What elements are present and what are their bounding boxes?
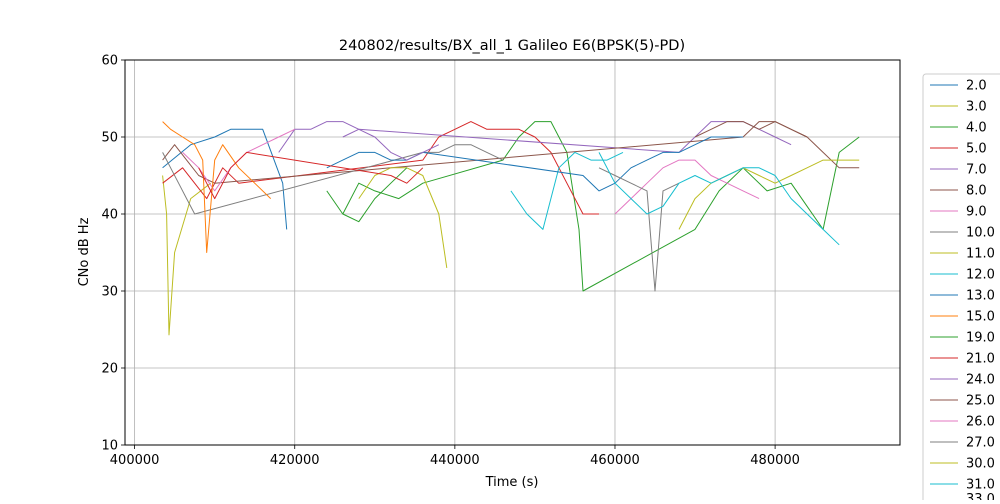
series-line xyxy=(678,159,860,230)
legend-label: 7.0 xyxy=(966,163,987,178)
legend-label: 5.0 xyxy=(966,142,987,157)
series-line xyxy=(510,151,624,230)
legend-label: 10.0 xyxy=(966,226,995,241)
y-axis-ticks: 10 20 30 40 50 60 xyxy=(101,54,125,454)
legend-label: 24.0 xyxy=(966,373,995,388)
series-line xyxy=(694,121,808,138)
legend-label: 31.0 xyxy=(966,478,995,493)
y-tick-label: 50 xyxy=(101,131,118,146)
series-line xyxy=(326,136,744,192)
legend-label: 9.0 xyxy=(966,205,987,220)
legend-label: 25.0 xyxy=(966,394,995,409)
legend-label: 21.0 xyxy=(966,352,995,367)
series-line xyxy=(162,121,272,253)
x-tick-label: 480000 xyxy=(750,453,800,468)
legend-items: 2.0 3.0 4.0 5.0 7.0 8.0 9.0 10.0 11.0 12.0 13.0 15.… xyxy=(930,79,995,493)
legend: 2.0 3.0 4.0 5.0 7.0 8.0 9.0 10.0 11.0 12.0 13.0 15.… xyxy=(922,73,1000,504)
series-line xyxy=(342,121,860,292)
series-line xyxy=(198,151,424,200)
legend-label: 15.0 xyxy=(966,310,995,325)
x-axis-label: Time (s) xyxy=(485,475,539,490)
legend-label: 19.0 xyxy=(966,331,995,346)
y-axis-label: CNo dB Hz xyxy=(77,217,92,286)
legend-label: 8.0 xyxy=(966,184,987,199)
legend-overflow-label: 33.0 xyxy=(966,492,995,500)
chart-title: 240802/results/BX_all_1 Galileo E6(BPSK(… xyxy=(339,38,685,54)
y-tick-label: 10 xyxy=(101,439,118,454)
x-tick-label: 440000 xyxy=(430,453,480,468)
x-tick-label: 460000 xyxy=(590,453,640,468)
series-line xyxy=(326,167,408,223)
y-tick-label: 40 xyxy=(101,208,118,223)
plot-frame xyxy=(124,59,901,446)
x-axis-ticks: 400000 420000 440000 460000 480000 xyxy=(110,445,800,468)
series-lines xyxy=(162,121,860,336)
x-tick-label: 400000 xyxy=(110,453,160,468)
legend-label: 13.0 xyxy=(966,289,995,304)
legend-label: 26.0 xyxy=(966,415,995,430)
legend-label: 4.0 xyxy=(966,121,987,136)
series-line xyxy=(614,159,760,215)
y-tick-label: 60 xyxy=(101,54,118,69)
legend-frame xyxy=(922,73,1000,504)
y-tick-label: 30 xyxy=(101,285,118,300)
x-tick-label: 420000 xyxy=(270,453,320,468)
series-line xyxy=(162,175,212,336)
series-line xyxy=(162,128,288,230)
legend-label: 2.0 xyxy=(966,79,987,94)
series-line xyxy=(162,121,860,184)
series-line xyxy=(342,128,440,161)
series-line xyxy=(598,152,840,246)
legend-label: 12.0 xyxy=(966,268,995,283)
legend-label: 30.0 xyxy=(966,457,995,472)
legend-label: 3.0 xyxy=(966,100,987,115)
series-line xyxy=(162,121,599,215)
series-line xyxy=(598,167,680,292)
legend-label: 11.0 xyxy=(966,247,995,262)
legend-label: 27.0 xyxy=(966,436,995,451)
y-tick-label: 20 xyxy=(101,362,118,377)
